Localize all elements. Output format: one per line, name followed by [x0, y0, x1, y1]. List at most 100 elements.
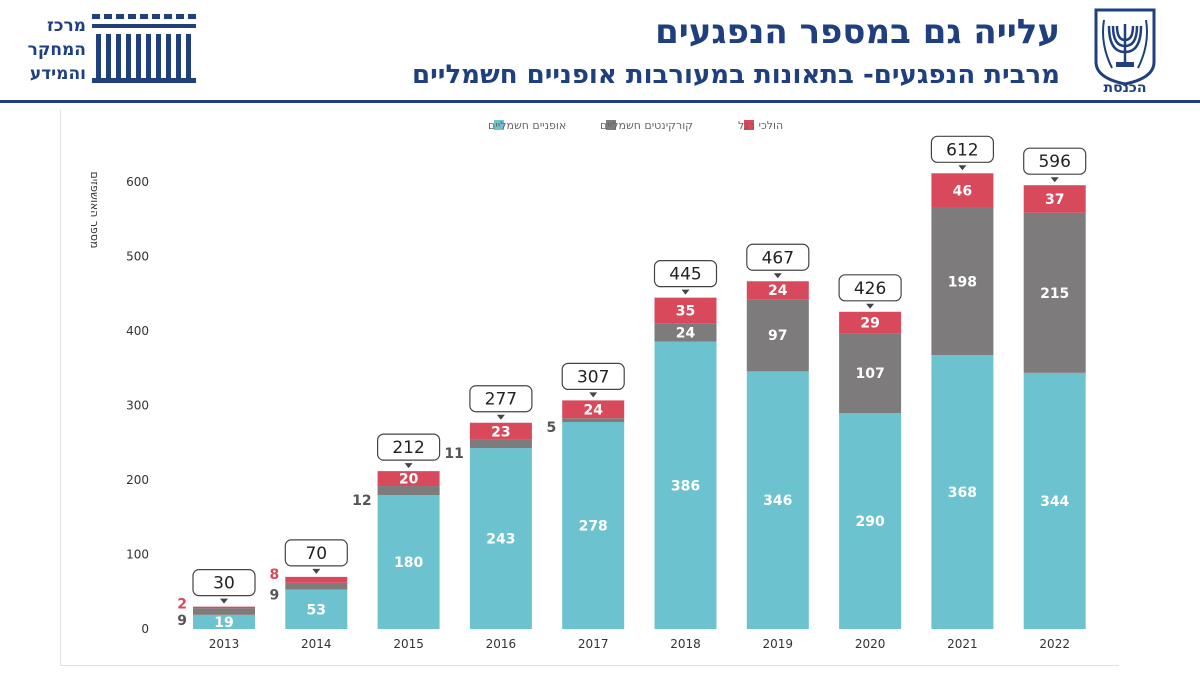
total-box-2013: [192, 569, 256, 597]
data-label-2021-series-0: 368: [948, 485, 977, 501]
total-pointer-2018: [681, 289, 690, 295]
x-tick-label-2016: 2016: [486, 637, 517, 651]
data-label-2019-series-0: 346: [763, 493, 792, 509]
data-label-2015-series-2: 20: [399, 472, 419, 488]
total-pointer-2020: [866, 303, 875, 309]
data-label-2017-series-0: 278: [579, 518, 608, 534]
header-divider: [0, 100, 1200, 103]
data-label-2020-series-1: 107: [855, 366, 884, 382]
building-columns-icon: [92, 14, 196, 83]
total-box-2015: [377, 433, 441, 461]
data-label-2018-series-1: 24: [676, 326, 696, 342]
y-tick-label-5: 500: [126, 250, 149, 264]
x-tick-label-2015: 2015: [393, 637, 424, 651]
x-tick-label-2017: 2017: [578, 637, 609, 651]
total-box-2017: [561, 362, 625, 391]
y-tick-label-2: 200: [126, 473, 149, 487]
data-label-2016-series-0: 243: [486, 532, 515, 548]
data-label-2016-series-2: 23: [491, 424, 510, 440]
data-label-2019-series-1: 97: [768, 328, 787, 344]
logo-line-2: המחקר: [27, 40, 86, 60]
bar-2021-series-2: [931, 173, 994, 208]
bar-2017-series-0: [562, 421, 625, 629]
total-label-2019: 467: [762, 248, 794, 268]
legend-swatch-0: [494, 120, 504, 130]
bar-2016-series-0: [469, 448, 532, 629]
knesset-logo-text: הכנסת: [1103, 80, 1147, 96]
research-center-logo-text: מרכז המחקר והמידע: [8, 14, 86, 86]
legend-label-2: הולכי רגל: [738, 119, 783, 132]
bar-2018-series-1: [654, 323, 717, 342]
x-tick-label-2022: 2022: [1039, 637, 1070, 651]
bar-2014-series-1: [285, 582, 348, 590]
y-tick-label-6: 600: [126, 175, 149, 189]
y-tick-label-4: 400: [126, 324, 149, 338]
data-label-2022-series-2: 37: [1045, 192, 1064, 208]
data-label-2013-series-2: 2: [177, 597, 187, 613]
slide-header: עלייה גם במספר הנפגעים מרבית הנפגעים- בת…: [0, 0, 1200, 102]
bar-2021-series-1: [931, 207, 994, 355]
y-tick-label-0: 0: [141, 622, 149, 636]
total-box-2021: [930, 135, 995, 163]
bar-2020-series-2: [839, 311, 902, 334]
bar-2014-series-0: [285, 589, 348, 629]
data-label-2020-series-2: 29: [860, 316, 879, 332]
total-label-2016: 277: [485, 390, 517, 410]
legend-swatch-1: [606, 120, 616, 130]
total-box-2020: [838, 274, 902, 302]
x-tick-label-2021: 2021: [947, 637, 978, 651]
legend-swatch-2: [744, 120, 754, 130]
menorah-emblem-icon: [1094, 8, 1156, 86]
total-pointer-2021: [958, 165, 967, 171]
bar-2018-series-2: [654, 297, 717, 324]
logo-line-1: מרכז: [47, 16, 86, 36]
data-label-2022-series-0: 344: [1040, 494, 1069, 510]
data-label-2013-series-0: 19: [214, 615, 233, 631]
y-tick-label-3: 300: [126, 399, 149, 413]
total-box-2014: [284, 539, 348, 567]
total-pointer-2013: [220, 598, 228, 604]
x-tick-label-2019: 2019: [763, 637, 794, 651]
total-label-2014: 70: [305, 544, 327, 564]
bar-2019-series-0: [746, 371, 809, 629]
bar-2016-series-1: [469, 439, 532, 449]
bar-2017-series-1: [562, 418, 625, 422]
data-label-2016-series-1: 11: [444, 446, 463, 462]
total-box-2022: [1023, 147, 1087, 175]
bar-2015-series-2: [377, 471, 440, 487]
bar-2016-series-2: [469, 422, 532, 440]
data-label-2015-series-0: 180: [394, 555, 423, 571]
total-box-2018: [653, 260, 718, 288]
bar-2013-series-2: [193, 606, 255, 609]
data-label-2014-series-1: 9: [270, 588, 280, 604]
x-tick-label-2020: 2020: [855, 637, 886, 651]
bar-2013-series-0: [193, 614, 255, 629]
total-label-2017: 307: [577, 367, 609, 387]
data-label-2020-series-0: 290: [855, 514, 884, 530]
data-label-2021-series-2: 46: [953, 183, 972, 199]
slide-title: עלייה גם במספר הנפגעים: [655, 12, 1060, 52]
data-label-2015-series-1: 12: [352, 493, 371, 509]
total-label-2013: 30: [213, 574, 235, 594]
total-box-2016: [469, 385, 533, 413]
total-pointer-2017: [589, 392, 598, 398]
stacked-bar-chart: אופניים חשמליים קורקינטים חשמליים הולכי רג…: [88, 119, 1087, 651]
data-label-2017-series-2: 24: [583, 402, 603, 418]
y-tick-label-1: 100: [126, 548, 149, 562]
x-tick-label-2014: 2014: [301, 637, 332, 651]
bar-2022-series-2: [1023, 185, 1086, 213]
bar-2015-series-0: [377, 494, 440, 629]
slide-subtitle: מרבית הנפגעים- בתאונות במעורבות אופניים …: [412, 60, 1060, 90]
bar-2017-series-2: [562, 400, 625, 419]
total-label-2020: 426: [854, 279, 886, 299]
total-pointer-2014: [312, 568, 321, 574]
logo-line-3: והמידע: [29, 64, 86, 84]
bar-2018-series-0: [654, 341, 717, 629]
bar-2022-series-0: [1023, 372, 1086, 629]
total-pointer-2015: [404, 463, 413, 469]
data-label-2017-series-1: 5: [546, 420, 556, 436]
bar-2021-series-0: [931, 354, 994, 629]
bar-2019-series-2: [746, 281, 809, 300]
total-label-2022: 596: [1038, 152, 1070, 172]
bar-2013-series-1: [193, 608, 255, 615]
